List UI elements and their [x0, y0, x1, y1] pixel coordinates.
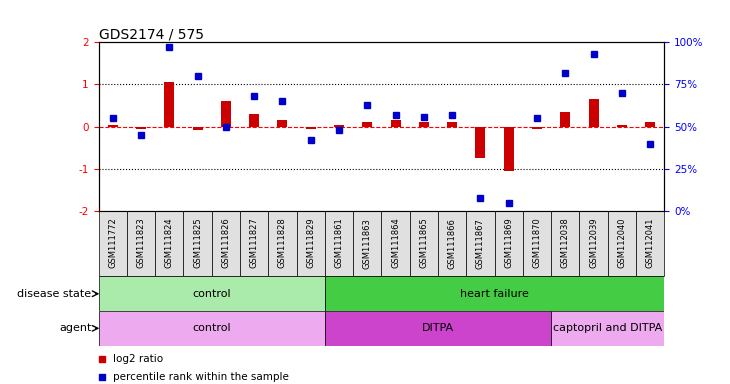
Bar [108, 124, 118, 127]
Text: control: control [193, 323, 231, 333]
Bar [183, 211, 212, 276]
Bar [551, 211, 580, 276]
Bar [249, 114, 259, 127]
Text: DITPA: DITPA [422, 323, 454, 333]
Text: control: control [193, 289, 231, 299]
Text: captopril and DITPA: captopril and DITPA [553, 323, 662, 333]
Bar [419, 122, 429, 127]
Bar [164, 82, 174, 127]
Bar [212, 211, 240, 276]
Bar [466, 211, 495, 276]
Bar [410, 211, 438, 276]
Bar [325, 211, 353, 276]
Text: GSM111825: GSM111825 [193, 218, 202, 268]
Bar [193, 127, 202, 130]
Bar [155, 211, 183, 276]
Text: GSM111866: GSM111866 [447, 218, 457, 268]
Bar [362, 122, 372, 127]
Text: GDS2174 / 575: GDS2174 / 575 [99, 27, 204, 41]
Bar [99, 311, 325, 346]
Bar [381, 211, 410, 276]
Text: GSM111829: GSM111829 [306, 218, 315, 268]
Text: GSM111823: GSM111823 [137, 218, 145, 268]
Bar [306, 127, 315, 129]
Text: agent: agent [59, 323, 91, 333]
Bar [325, 311, 551, 346]
Bar [221, 101, 231, 127]
Bar [475, 127, 485, 158]
Text: GSM111870: GSM111870 [532, 218, 542, 268]
Bar [391, 120, 401, 127]
Bar [561, 112, 570, 127]
Bar [551, 311, 664, 346]
Text: GSM111772: GSM111772 [108, 218, 118, 268]
Bar [127, 211, 155, 276]
Text: GSM111827: GSM111827 [250, 218, 258, 268]
Bar [580, 211, 607, 276]
Bar [277, 120, 288, 127]
Text: GSM112039: GSM112039 [589, 218, 598, 268]
Text: GSM111826: GSM111826 [221, 218, 231, 268]
Text: GSM112038: GSM112038 [561, 218, 570, 268]
Text: GSM112041: GSM112041 [645, 218, 655, 268]
Text: percentile rank within the sample: percentile rank within the sample [113, 372, 289, 382]
Bar [636, 211, 664, 276]
Text: GSM112040: GSM112040 [618, 218, 626, 268]
Bar [504, 127, 514, 171]
Bar [334, 124, 344, 127]
Bar [99, 211, 127, 276]
Text: GSM111867: GSM111867 [476, 218, 485, 268]
Text: GSM111869: GSM111869 [504, 218, 513, 268]
Text: GSM111828: GSM111828 [278, 218, 287, 268]
Bar [353, 211, 382, 276]
Text: GSM111824: GSM111824 [165, 218, 174, 268]
Text: disease state: disease state [17, 289, 91, 299]
Bar [495, 211, 523, 276]
Text: GSM111861: GSM111861 [334, 218, 344, 268]
Bar [607, 211, 636, 276]
Bar [269, 211, 296, 276]
Text: GSM111865: GSM111865 [419, 218, 429, 268]
Text: GSM111864: GSM111864 [391, 218, 400, 268]
Text: log2 ratio: log2 ratio [113, 354, 164, 364]
Bar [617, 124, 627, 127]
Bar [136, 127, 146, 129]
Bar [296, 211, 325, 276]
Text: heart failure: heart failure [460, 289, 529, 299]
Bar [523, 211, 551, 276]
Bar [532, 127, 542, 129]
Bar [325, 276, 664, 311]
Bar [240, 211, 269, 276]
Bar [438, 211, 466, 276]
Text: GSM111863: GSM111863 [363, 218, 372, 268]
Bar [645, 122, 655, 127]
Bar [588, 99, 599, 127]
Bar [99, 276, 325, 311]
Bar [447, 122, 457, 127]
